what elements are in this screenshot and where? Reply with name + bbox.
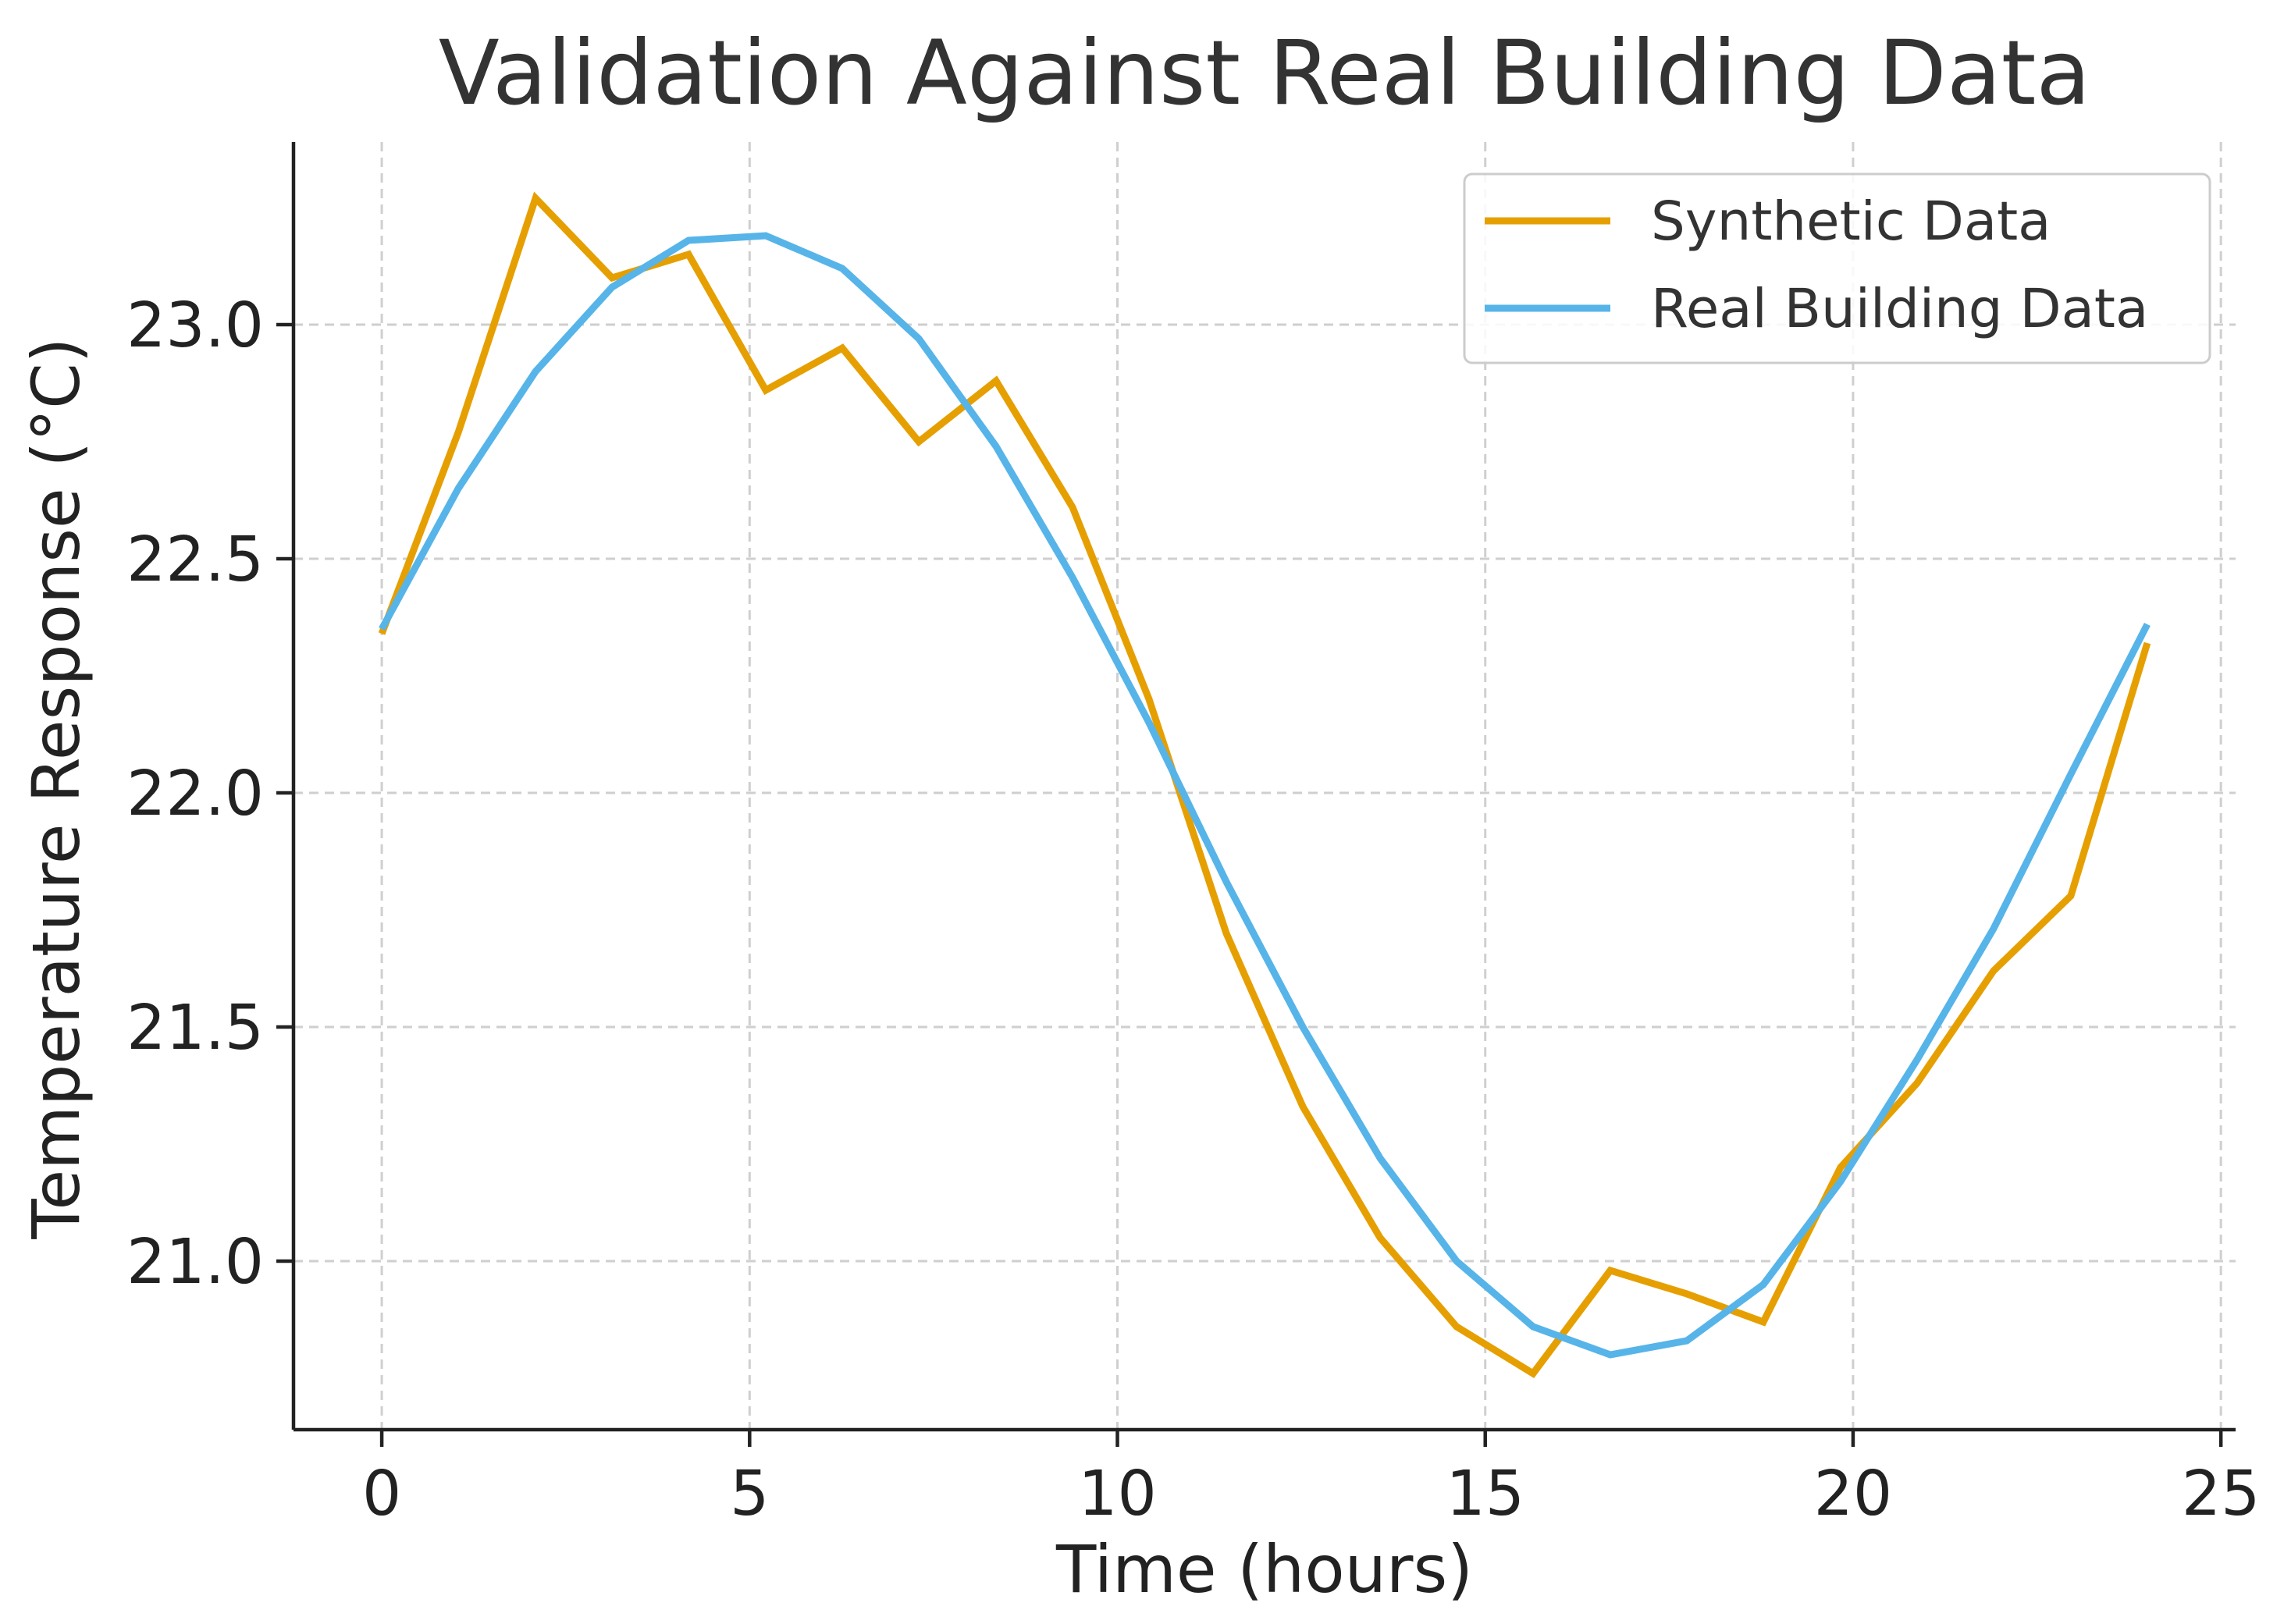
x-tick-label: 0 xyxy=(362,1458,401,1530)
legend: Synthetic Data Real Building Data xyxy=(1463,172,2211,364)
y-tick-label: 23.0 xyxy=(126,290,264,361)
x-tick-label: 15 xyxy=(1446,1458,1524,1530)
series-layer xyxy=(378,191,2151,1378)
y-tick-label: 21.5 xyxy=(126,992,264,1064)
series-line-real-building-data xyxy=(379,232,2151,1359)
series-line-synthetic-data xyxy=(378,191,2151,1378)
axes xyxy=(291,142,2236,1432)
chart-title: Validation Against Real Building Data xyxy=(439,21,2091,125)
legend-label-real: Real Building Data xyxy=(1651,278,2148,340)
x-tick-label: 25 xyxy=(2182,1458,2261,1530)
legend-box xyxy=(1463,172,2211,364)
y-axis-label: Temperature Response (°C) xyxy=(18,337,94,1239)
x-axis-label: Time (hours) xyxy=(1055,1531,1473,1608)
legend-label-synthetic: Synthetic Data xyxy=(1651,190,2051,253)
x-tick-label: 5 xyxy=(730,1458,769,1530)
ticks: 0 5 10 15 20 25 21.0 21.5 22.0 22.5 23.0 xyxy=(126,290,2260,1530)
x-tick-label: 20 xyxy=(1814,1458,1893,1530)
y-tick-label: 21.0 xyxy=(126,1226,264,1298)
y-tick-label: 22.0 xyxy=(126,758,264,830)
y-tick-label: 22.5 xyxy=(126,524,264,595)
x-tick-label: 10 xyxy=(1078,1458,1157,1530)
